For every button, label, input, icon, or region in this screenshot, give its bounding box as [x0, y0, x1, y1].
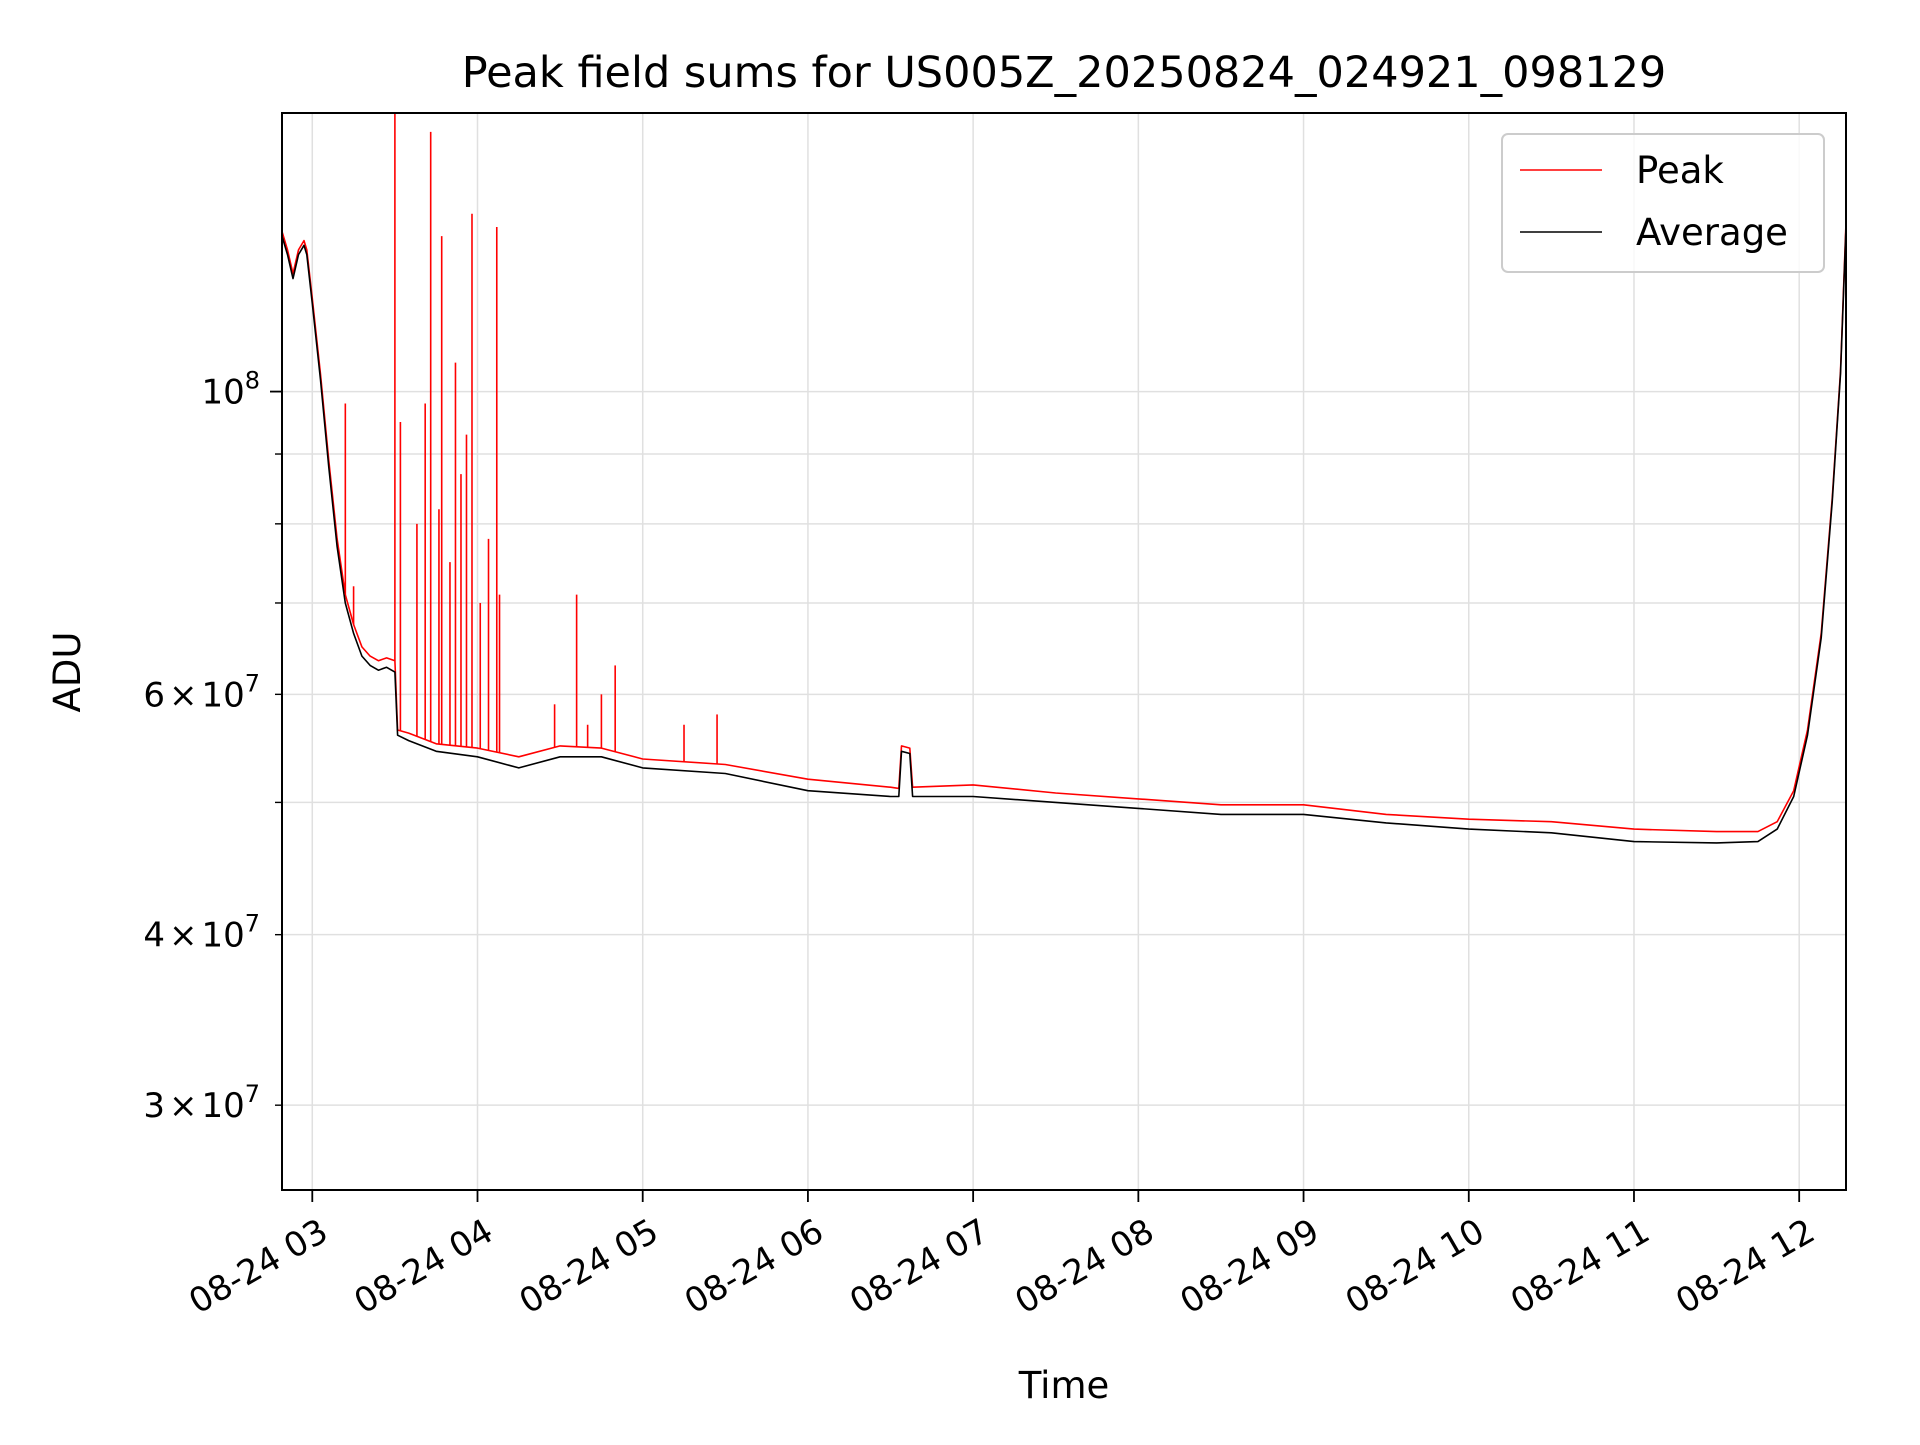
series-line-average [282, 226, 1846, 844]
y-tick-mantissa: 3 [143, 1086, 165, 1126]
legend: Peak Average [1501, 133, 1825, 273]
ticks [270, 390, 1801, 1202]
y-tick-exponent: 8 [245, 367, 260, 395]
y-tick-exponent: 7 [245, 1080, 260, 1108]
legend-label-peak: Peak [1636, 149, 1724, 192]
x-axis-label: Time [1018, 1364, 1110, 1407]
y-tick-exponent: 7 [245, 669, 260, 697]
y-tick-base: 10 [201, 373, 244, 413]
y-tick-label: 6 × 107 [143, 669, 260, 715]
y-tick-label: 108 [201, 367, 260, 413]
legend-label-average: Average [1636, 211, 1788, 254]
y-tick-times: × [169, 1086, 198, 1126]
y-tick-exponent: 7 [245, 910, 260, 938]
legend-box [1501, 133, 1825, 273]
chart-title: Peak field sums for US005Z_20250824_0249… [462, 48, 1667, 98]
plot-frame [281, 112, 1847, 1191]
y-tick-label: 3 × 107 [143, 1080, 260, 1126]
y-tick-times: × [169, 916, 198, 956]
y-axis-label: ADU [46, 632, 89, 713]
y-tick-mantissa: 6 [143, 675, 165, 715]
y-tick-label: 4 × 107 [143, 910, 260, 956]
y-tick-base: 10 [201, 675, 244, 715]
y-tick-times: × [169, 675, 198, 715]
y-tick-base: 10 [201, 916, 244, 956]
grid [282, 113, 1846, 1190]
y-tick-mantissa: 4 [143, 916, 165, 956]
y-tick-base: 10 [201, 1086, 244, 1126]
series-layer [282, 113, 1846, 844]
